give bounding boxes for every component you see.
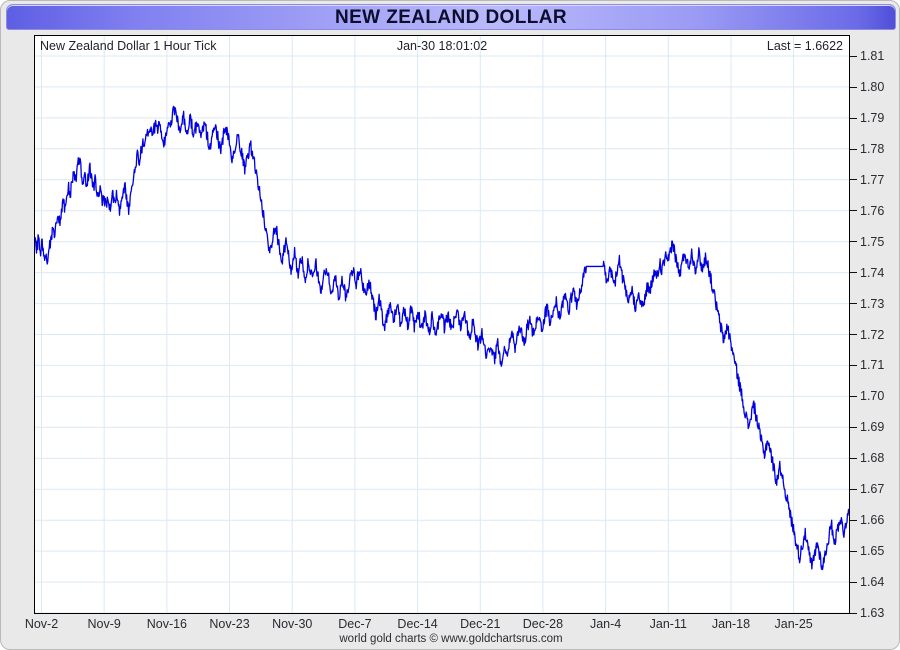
chart-timestamp: Jan-30 18:01:02	[396, 39, 488, 53]
y-axis-tick: 1.74	[850, 265, 885, 280]
y-tick-label: 1.71	[860, 358, 885, 373]
y-axis-tick: 1.75	[850, 234, 885, 249]
x-axis-tick-label: Nov-16	[146, 617, 188, 631]
y-tick-mark	[850, 272, 857, 274]
y-axis-tick: 1.64	[850, 576, 884, 588]
y-tick-mark	[850, 365, 857, 367]
y-tick-label: 1.69	[860, 420, 885, 435]
chart-credit-footer: world gold charts © www.goldchartsrus.co…	[339, 633, 563, 645]
y-axis-tick: 1.80	[850, 81, 884, 93]
y-tick-label: 1.74	[860, 265, 885, 280]
y-axis-labels: 1.81 1.80 1.79 1.78 1.77 1.76 1.75 1.74 1.73 1.72…	[850, 35, 899, 619]
y-tick-mark	[850, 179, 857, 181]
y-axis-tick: 1.78	[850, 143, 884, 155]
y-tick-mark	[850, 488, 857, 490]
window-title: NEW ZEALAND DOLLAR	[334, 7, 567, 28]
y-tick-mark	[850, 55, 857, 57]
y-tick-mark	[850, 303, 857, 305]
window-titlebar: NEW ZEALAND DOLLAR	[6, 4, 896, 30]
y-axis-tick: 1.70	[850, 389, 885, 404]
chart-gridlines	[35, 36, 849, 613]
y-tick-mark	[850, 86, 857, 88]
y-tick-label: 1.68	[860, 451, 885, 466]
y-axis-tick: 1.68	[850, 451, 885, 466]
x-axis-tick-label: Dec-14	[397, 617, 438, 631]
y-tick-mark	[850, 427, 857, 429]
x-axis-tick-label: Dec-7	[338, 617, 372, 631]
y-tick-label: 1.64	[860, 575, 885, 590]
y-tick-label: 1.70	[860, 389, 885, 404]
y-tick-label: 1.81	[860, 49, 885, 63]
y-tick-label: 1.67	[860, 482, 885, 497]
x-axis-tick-label: Jan-4	[589, 617, 622, 631]
x-axis-tick-label: Dec-28	[522, 617, 564, 631]
y-tick-label: 1.72	[860, 327, 885, 342]
y-axis-tick: 1.65	[850, 545, 884, 557]
y-tick-mark	[850, 581, 857, 583]
y-tick-label: 1.63	[860, 606, 885, 620]
y-tick-mark	[850, 117, 857, 119]
y-tick-mark	[850, 396, 857, 398]
y-tick-label: 1.79	[860, 110, 885, 125]
x-axis-tick-label: Nov-23	[209, 617, 250, 631]
y-axis-tick: 1.69	[850, 420, 885, 435]
y-tick-label: 1.66	[860, 513, 885, 528]
y-tick-label: 1.77	[860, 172, 885, 187]
y-tick-mark	[850, 457, 857, 459]
y-tick-label: 1.65	[860, 544, 885, 559]
y-axis-tick: 1.72	[850, 327, 885, 342]
x-axis-tick-label: Jan-18	[711, 617, 751, 631]
x-axis-tick-label: Nov-2	[24, 617, 59, 631]
x-axis-tick-label: Dec-21	[460, 617, 501, 631]
chart-plot-area[interactable]: New Zealand Dollar 1 Hour Tick Jan-30 18…	[34, 35, 850, 614]
y-tick-mark	[850, 550, 857, 552]
price-series-line	[35, 105, 849, 571]
chart-subtitle: New Zealand Dollar 1 Hour Tick	[40, 39, 217, 53]
chart-last-price: Last = 1.6622	[766, 39, 843, 53]
y-axis-tick: 1.76	[850, 203, 885, 218]
y-tick-mark	[850, 334, 857, 336]
y-tick-label: 1.76	[860, 203, 885, 218]
y-axis-tick: 1.73	[850, 296, 885, 311]
x-axis-tick-label: Nov-30	[272, 617, 313, 631]
y-tick-label: 1.73	[860, 296, 885, 311]
y-axis-tick: 1.81	[850, 50, 884, 62]
x-axis-labels: Nov-2 Nov-9 Nov-16 Nov-23 Nov-30 Dec-7 Dec-14 D…	[1, 617, 899, 635]
y-tick-label: 1.75	[860, 234, 885, 249]
price-line-chart	[35, 36, 849, 613]
y-axis-tick: 1.67	[850, 483, 884, 495]
y-tick-mark	[850, 210, 857, 212]
y-tick-label: 1.80	[860, 79, 885, 94]
y-tick-mark	[850, 612, 857, 614]
y-tick-mark	[850, 241, 857, 243]
y-axis-tick: 1.63	[850, 607, 884, 619]
y-axis-tick: 1.79	[850, 112, 884, 124]
x-axis-tick-label: Jan-25	[774, 617, 813, 631]
x-axis-tick-label: Nov-9	[87, 617, 121, 631]
y-tick-label: 1.78	[860, 141, 885, 156]
x-axis-tick-label: Jan-11	[649, 617, 687, 631]
y-axis-tick: 1.77	[850, 174, 884, 186]
y-axis-tick: 1.66	[850, 514, 884, 526]
y-axis-tick: 1.71	[850, 358, 885, 373]
y-tick-mark	[850, 148, 857, 150]
y-tick-mark	[850, 519, 857, 521]
